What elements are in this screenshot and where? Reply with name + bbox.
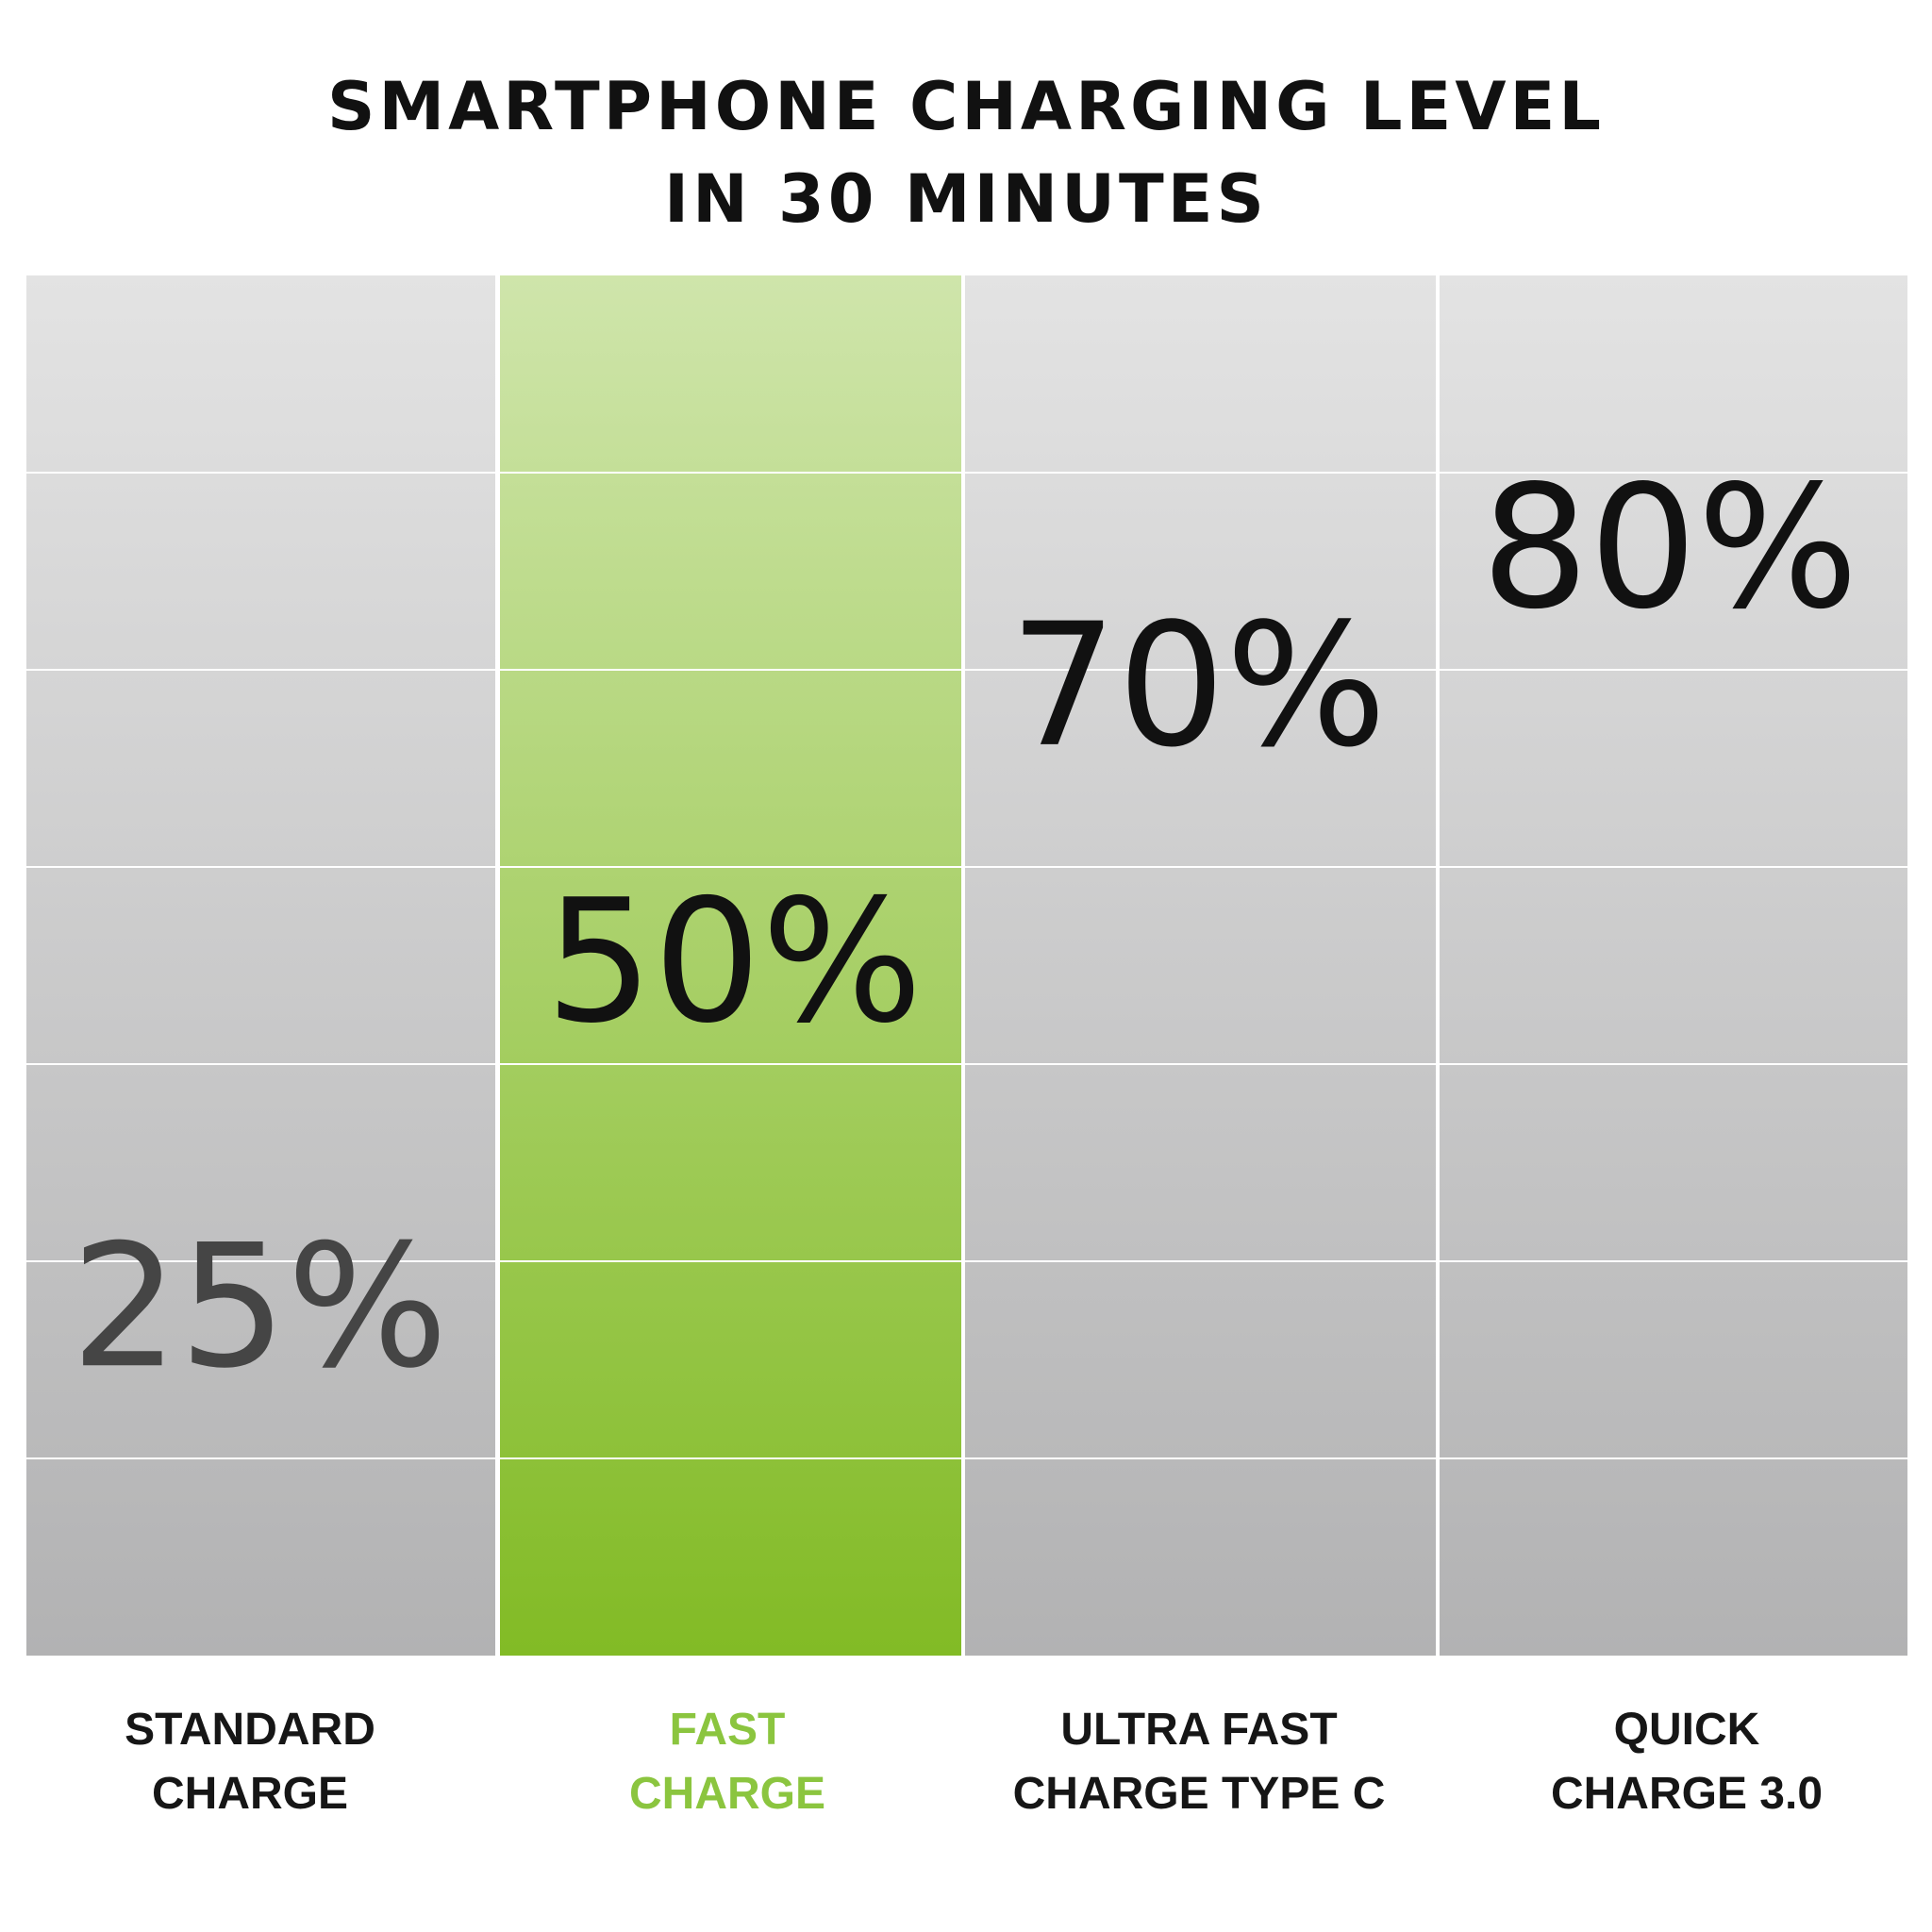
value-label-fast-charge: 50% <box>545 864 923 1061</box>
category-label-line: STANDARD <box>125 1705 375 1755</box>
chart-title: SMARTPHONE CHARGING LEVEL IN 30 MINUTES <box>0 60 1932 245</box>
category-label-line: CHARGE TYPE C <box>1012 1769 1386 1819</box>
category-label-ultra-fast-charge-type-c: ULTRA FAST CHARGE TYPE C <box>963 1698 1435 1826</box>
category-label-standard-charge: STANDARD CHARGE <box>14 1698 486 1826</box>
category-label-quick-charge-3-0: QUICK CHARGE 3.0 <box>1451 1698 1923 1826</box>
category-label-line: CHARGE 3.0 <box>1550 1769 1824 1819</box>
bar-quick-charge-3-0 <box>1440 275 1907 1656</box>
category-label-line: QUICK <box>1613 1705 1760 1755</box>
bar-fast-charge <box>500 275 961 1656</box>
value-label-quick-charge-3-0: 80% <box>1481 450 1858 647</box>
chart-title-line-1: SMARTPHONE CHARGING LEVEL <box>327 68 1605 145</box>
bar-ultra-fast-charge-type-c <box>965 275 1436 1656</box>
category-label-fast-charge: FAST CHARGE <box>491 1698 963 1826</box>
bar-standard-charge <box>26 275 495 1656</box>
category-label-line: FAST <box>669 1705 786 1755</box>
category-label-line: CHARGE <box>151 1769 348 1819</box>
category-label-line: ULTRA FAST <box>1060 1705 1338 1755</box>
value-label-standard-charge: 25% <box>71 1208 448 1406</box>
value-label-ultra-fast-charge-type-c: 70% <box>1009 588 1387 785</box>
category-label-line: CHARGE <box>628 1769 825 1819</box>
chart-title-line-2: IN 30 MINUTES <box>664 160 1268 238</box>
